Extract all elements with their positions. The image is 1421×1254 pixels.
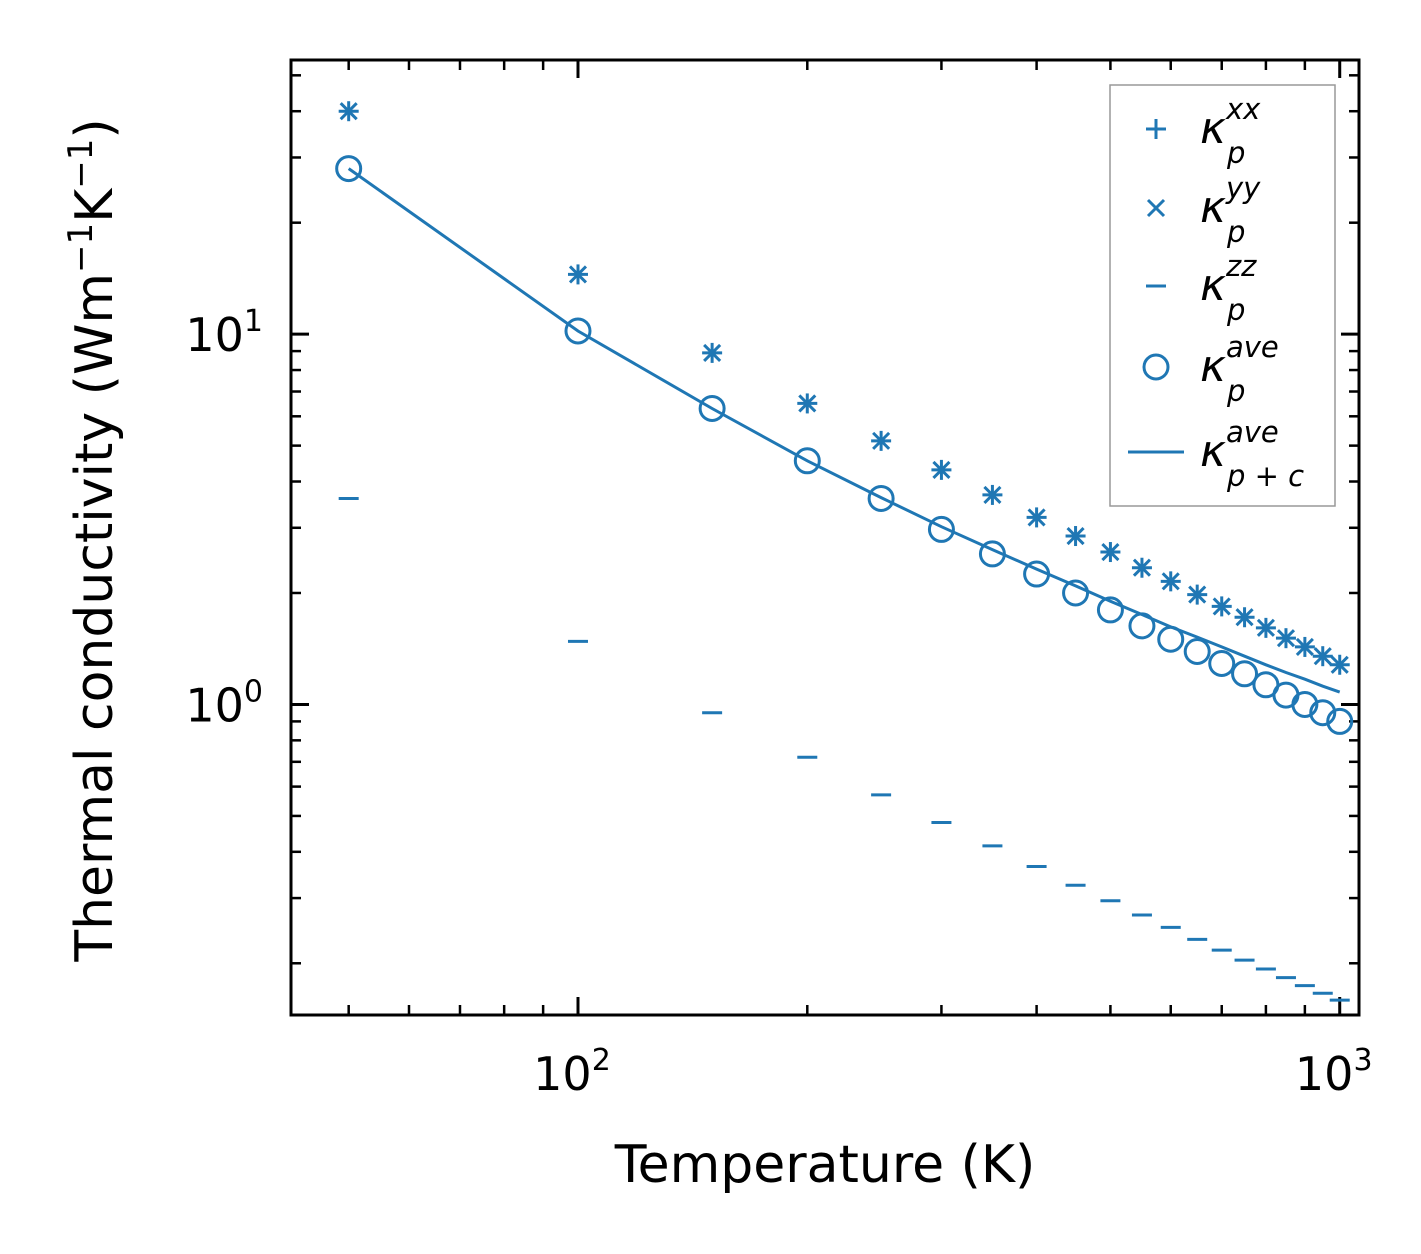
- data-point: [867, 484, 895, 512]
- data-point: [1326, 707, 1354, 735]
- data-point: [1161, 572, 1180, 591]
- data-point: [1330, 655, 1349, 674]
- legend-superscript: ave: [1226, 330, 1279, 364]
- series-kappa-p-c-ave: [347, 167, 1341, 694]
- legend-entry: κave p: [1142, 330, 1279, 408]
- x-tick-base: 10: [1295, 1047, 1354, 1101]
- y-axis-label-suffix: ): [65, 118, 125, 138]
- data-point: [872, 431, 891, 450]
- legend-label: κave p + c: [1200, 415, 1304, 493]
- y-axis-label-sup1: −1: [61, 223, 101, 273]
- y-axis-label-mid: K: [65, 187, 125, 223]
- y-tick-exponent: 0: [244, 674, 263, 709]
- x-axis-label: Temperature (K): [614, 1135, 1036, 1195]
- data-point: [335, 155, 363, 183]
- y-axis-label-prefix: Thermal conductivity (Wm: [65, 273, 125, 963]
- data-point: [983, 485, 1002, 504]
- x-tick-label: 102: [533, 1043, 611, 1101]
- data-point: [1309, 699, 1337, 727]
- data-point: [703, 343, 722, 362]
- data-point: [932, 460, 951, 479]
- series-kappa-p-zz: [338, 496, 1350, 1002]
- data-point: [1276, 629, 1296, 648]
- legend-entry: κzz p: [1146, 249, 1257, 327]
- data-point: [793, 447, 821, 475]
- data-point: [1313, 647, 1332, 666]
- legend-label: κxx p: [1200, 92, 1261, 170]
- legend-frame: [1109, 84, 1336, 507]
- plot-frame: [289, 58, 1361, 1017]
- x-tick-exponent: 2: [592, 1043, 611, 1078]
- legend-superscript: ave: [1226, 415, 1279, 449]
- legend-kappa: κ: [1200, 260, 1226, 311]
- data-point: [568, 265, 588, 284]
- legend-superscript: xx: [1225, 92, 1261, 126]
- data-point: [1062, 579, 1090, 607]
- legend-entry: κave p + c: [1128, 415, 1304, 493]
- legend-label: κave p: [1200, 330, 1279, 408]
- legend-label: κzz p: [1200, 249, 1257, 327]
- minor-ticks: [291, 60, 1359, 1015]
- y-axis-label-sup2: −1: [61, 139, 101, 189]
- data-point: [1256, 618, 1275, 637]
- legend-label: κyy p: [1200, 171, 1261, 249]
- data-point: [1027, 508, 1046, 527]
- data-point: [1101, 542, 1120, 562]
- data-point: [927, 515, 955, 543]
- data-point: [339, 102, 358, 121]
- legend-subscript: p + c: [1226, 459, 1304, 493]
- series-kappa-p-yy: [339, 102, 1349, 674]
- legend-subscript: p: [1226, 374, 1245, 408]
- y-tick-label: 100: [185, 674, 263, 732]
- legend-subscript: p: [1226, 136, 1245, 170]
- x-tick-exponent: 3: [1353, 1043, 1372, 1078]
- legend-swatch: [1142, 353, 1170, 381]
- data-point: [1096, 596, 1124, 624]
- legend-swatch: [1146, 119, 1166, 139]
- legend-subscript: p: [1226, 293, 1245, 327]
- legend-superscript: yy: [1225, 171, 1261, 205]
- data-point: [564, 317, 592, 345]
- legend-superscript: zz: [1225, 249, 1257, 283]
- y-axis-label: Thermal conductivity (Wm−1K−1): [61, 118, 125, 962]
- data-point: [798, 394, 817, 413]
- data-point: [1235, 608, 1254, 627]
- data-point: [1188, 585, 1207, 604]
- legend-entry: κxx p: [1146, 92, 1261, 170]
- x-tick-base: 10: [533, 1047, 592, 1101]
- legend-subscript: p: [1226, 215, 1245, 249]
- y-tick-exponent: 1: [244, 304, 263, 339]
- legend-entry: κyy p: [1146, 171, 1261, 249]
- data-point: [1295, 637, 1314, 656]
- data-point: [1208, 650, 1236, 678]
- data-point: [1132, 558, 1152, 577]
- y-tick-base: 10: [185, 308, 244, 362]
- data-point: [1212, 597, 1231, 616]
- legend-kappa: κ: [1200, 426, 1226, 477]
- y-tick-base: 10: [185, 678, 244, 732]
- series-layer: [335, 101, 1354, 1002]
- legend-swatch: [1146, 198, 1166, 218]
- series-kappa-p-ave: [335, 155, 1354, 735]
- legend-kappa: κ: [1200, 182, 1226, 233]
- data-point: [1183, 637, 1211, 665]
- data-point: [1231, 660, 1259, 688]
- legend-kappa: κ: [1200, 103, 1226, 154]
- y-tick-label: 101: [185, 304, 263, 362]
- x-tick-label: 103: [1295, 1043, 1373, 1101]
- series-line: [347, 167, 1341, 694]
- data-point: [698, 394, 726, 422]
- data-point: [1291, 690, 1319, 718]
- data-point: [1066, 526, 1085, 546]
- legend-kappa: κ: [1200, 341, 1226, 392]
